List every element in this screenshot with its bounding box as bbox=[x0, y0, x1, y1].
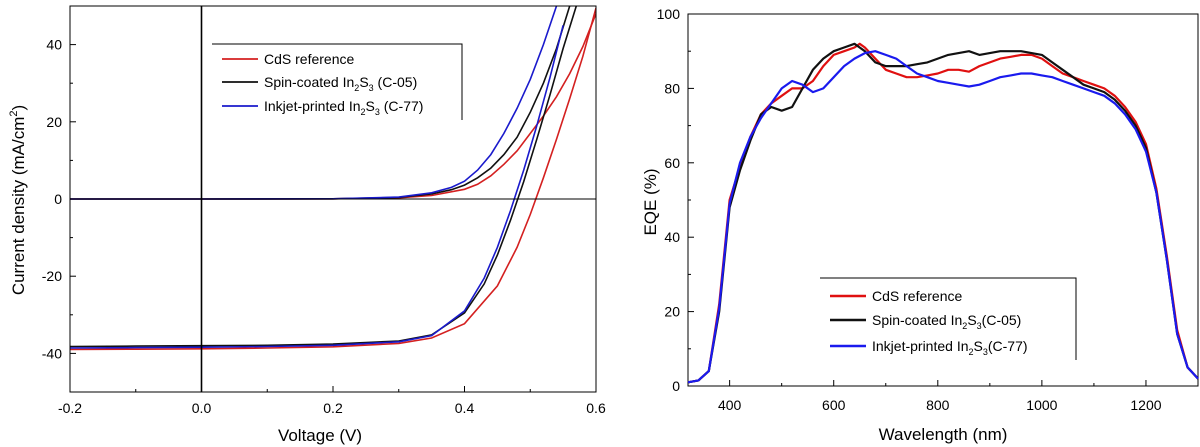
eqe-legend-label-2-part: Inkjet-printed In bbox=[872, 338, 969, 354]
eqe-x-tick-label: 400 bbox=[718, 397, 742, 413]
jv-legend-label-2-part: 2 bbox=[361, 107, 366, 117]
eqe-y-tick-label: 60 bbox=[664, 155, 680, 171]
jv-x-tick-label: 0.6 bbox=[586, 400, 606, 416]
jv-x-tick-label: -0.2 bbox=[58, 400, 82, 416]
jv-legend-label-1-part: 3 bbox=[369, 83, 374, 93]
jv-x-tick-label: 0.4 bbox=[455, 400, 475, 416]
eqe-y-tick-label: 100 bbox=[657, 6, 681, 22]
jv-legend-label-2-part: Inkjet-printed In bbox=[264, 98, 361, 114]
jv-y-tick-label: 20 bbox=[46, 114, 62, 130]
eqe-x-tick-label: 600 bbox=[822, 397, 846, 413]
eqe-curve-0 bbox=[687, 42, 1199, 384]
eqe-legend-label-1-part: Spin-coated In bbox=[872, 312, 962, 328]
eqe-chart: 400 600 800 1000 1200 0 20 40 60 80 100 Wavelength… bbox=[641, 6, 1199, 444]
eqe-legend-label-1-part: (C-05) bbox=[982, 312, 1022, 328]
eqe-curve-1 bbox=[687, 42, 1199, 384]
eqe-y-tick-label: 80 bbox=[664, 80, 680, 96]
eqe-legend-label-1-part: 2 bbox=[962, 321, 967, 331]
eqe-legend-label-1-part: S bbox=[967, 312, 976, 328]
eqe-legend-border bbox=[820, 277, 1077, 360]
jv-light-curve-1 bbox=[70, 6, 578, 348]
eqe-y-axis-label: EQE (%) bbox=[641, 168, 660, 235]
jv-x-tick-label: 0.2 bbox=[323, 400, 343, 416]
jv-legend-label-1-part: 2 bbox=[354, 83, 359, 93]
jv-x-axis-label: Voltage (V) bbox=[278, 426, 362, 445]
jv-y-axis-label: Current density (mA/cm2) bbox=[8, 105, 28, 295]
eqe-x-tick-label: 800 bbox=[926, 397, 950, 413]
jv-y-tick-label: -40 bbox=[42, 345, 62, 361]
eqe-legend-label-2-part: 3 bbox=[983, 347, 988, 357]
eqe-legend-label-0: CdS reference bbox=[872, 288, 962, 304]
eqe-legend-label-2-part: S bbox=[974, 338, 983, 354]
eqe-curve-2 bbox=[687, 50, 1199, 384]
jv-y-tick-label: 0 bbox=[54, 191, 62, 207]
eqe-legend-label-2-part: 2 bbox=[969, 347, 974, 357]
jv-x-tick-label: 0.0 bbox=[192, 400, 212, 416]
eqe-x-tick-label: 1000 bbox=[1026, 397, 1057, 413]
eqe-legend-label-0-part: CdS reference bbox=[872, 288, 962, 304]
eqe-y-tick-label: 40 bbox=[664, 229, 680, 245]
eqe-curves bbox=[687, 42, 1199, 384]
jv-light-curve-2 bbox=[70, 25, 564, 349]
eqe-legend-label-1-part: 3 bbox=[977, 321, 982, 331]
jv-legend-border bbox=[212, 43, 463, 120]
jv-light-curve-0 bbox=[70, 7, 596, 351]
eqe-legend-label-2-part: (C-77) bbox=[988, 338, 1028, 354]
jv-legend-label-0: CdS reference bbox=[264, 51, 354, 67]
jv-y-tick-label: 40 bbox=[46, 37, 62, 53]
jv-legend-label-2-part: (C-77) bbox=[380, 98, 424, 114]
jv-legend-label-1: Spin-coated In2S3 (C-05) bbox=[264, 74, 417, 93]
eqe-x-tick-label: 1200 bbox=[1130, 397, 1161, 413]
jv-legend-label-2: Inkjet-printed In2S3 (C-77) bbox=[264, 98, 423, 117]
jv-zero-lines bbox=[70, 6, 596, 392]
eqe-legend-label-1: Spin-coated In2S3(C-05) bbox=[872, 312, 1021, 331]
eqe-y-tick-label: 20 bbox=[664, 304, 680, 320]
jv-legend-label-0-part: CdS reference bbox=[264, 51, 354, 67]
jv-legend-label-2-part: 3 bbox=[375, 107, 380, 117]
eqe-y-tick-label: 0 bbox=[672, 378, 680, 394]
jv-legend-label-1-part: (C-05) bbox=[374, 74, 418, 90]
jv-ticks: -0.2 0.0 0.2 0.4 0.6 -40 -20 0 20 40 bbox=[42, 37, 606, 416]
eqe-legend-label-2: Inkjet-printed In2S3(C-77) bbox=[872, 338, 1028, 357]
eqe-x-axis-label: Wavelength (nm) bbox=[879, 425, 1008, 444]
jv-legend-label-2-part: S bbox=[366, 98, 375, 114]
eqe-ticks: 400 600 800 1000 1200 0 20 40 60 80 100 bbox=[657, 6, 1162, 413]
jv-y-tick-label: -20 bbox=[42, 268, 62, 284]
jv-legend-label-1-part: S bbox=[359, 74, 368, 90]
jv-legend-label-1-part: Spin-coated In bbox=[264, 74, 354, 90]
